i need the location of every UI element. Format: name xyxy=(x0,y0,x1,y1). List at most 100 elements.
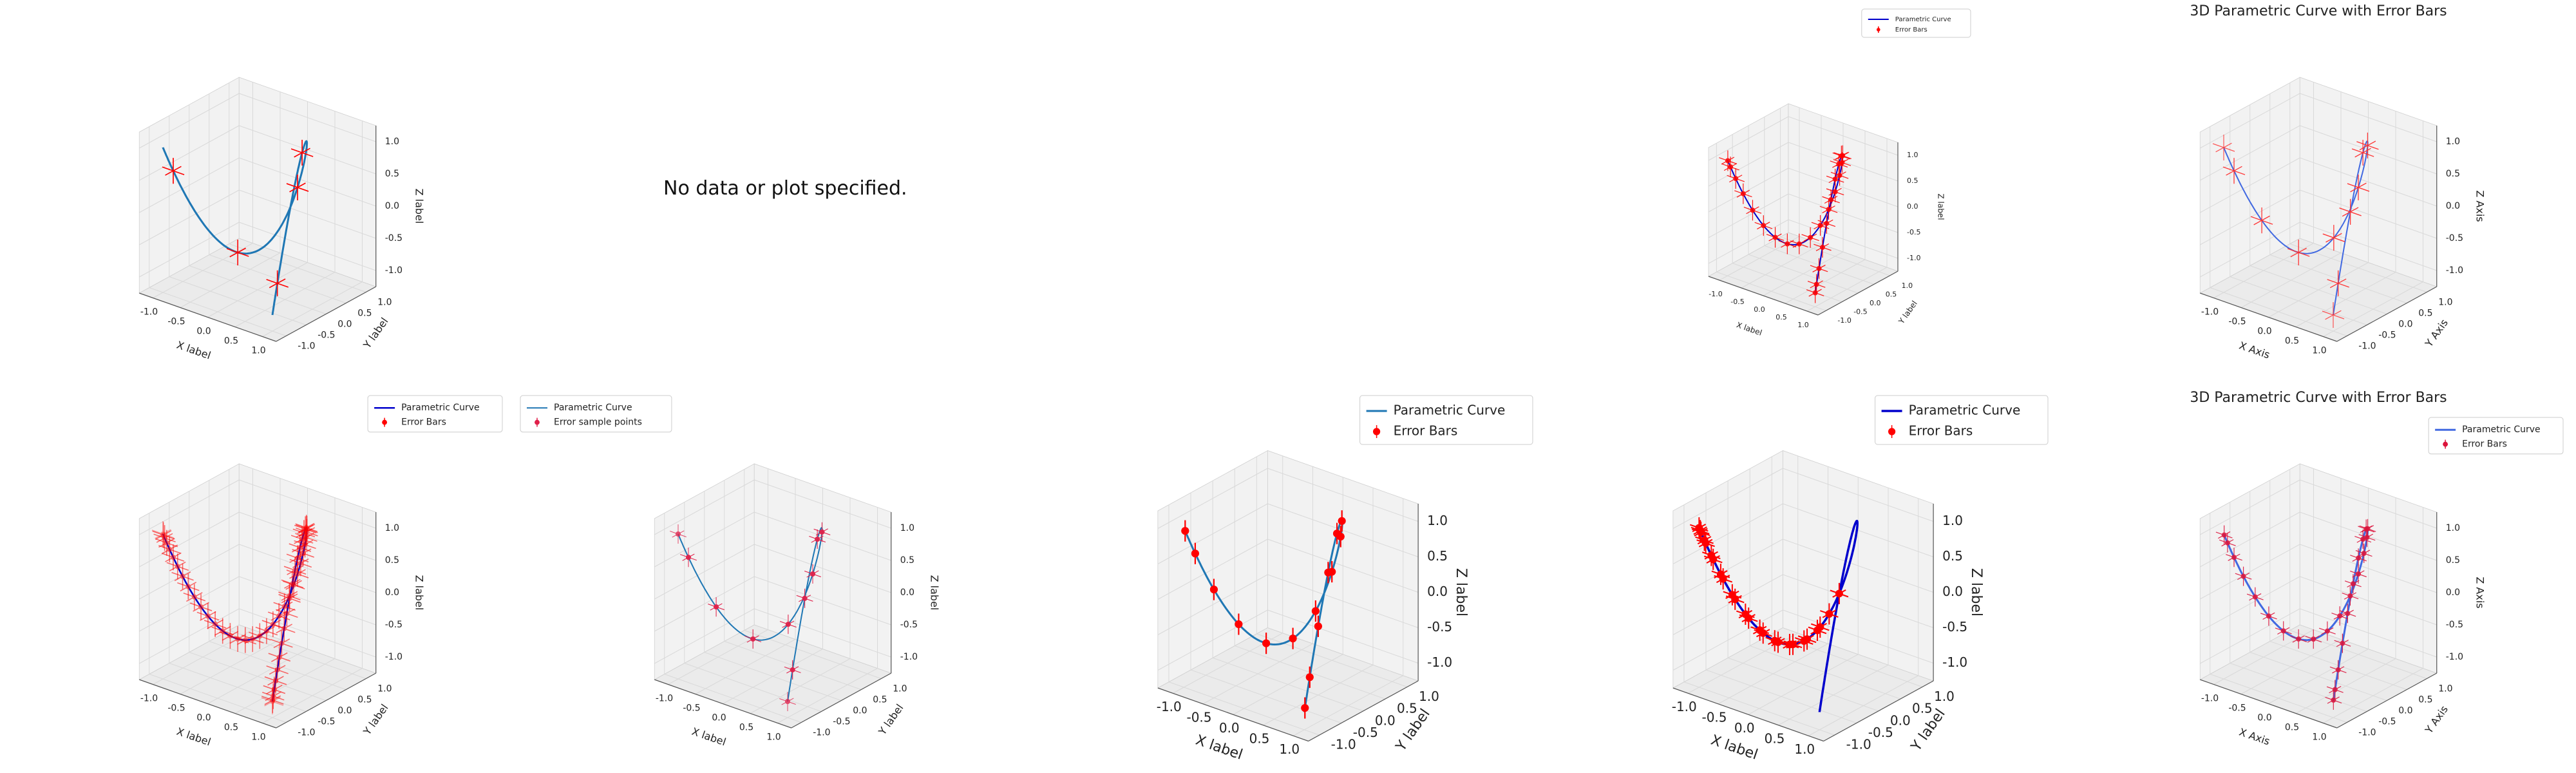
error-bar-segment xyxy=(242,635,264,644)
error-bar-segment xyxy=(264,695,281,705)
x-tick-label: 0.5 xyxy=(739,723,753,733)
error-bar-segment xyxy=(237,635,254,645)
error-bar-segment xyxy=(289,543,312,552)
error-bar-17 xyxy=(2235,566,2252,586)
error-bar-segment xyxy=(295,533,317,542)
error-marker xyxy=(1814,282,1819,287)
error-bar-22 xyxy=(2275,621,2292,641)
error-bar-segment xyxy=(267,611,290,620)
error-bar-7 xyxy=(796,588,813,608)
no-data-message: No data or plot specified. xyxy=(663,177,907,200)
error-bar-4 xyxy=(295,524,317,551)
y-tick-label: -1.0 xyxy=(298,341,315,352)
error-marker xyxy=(1740,191,1746,196)
z-tick-label: -1.0 xyxy=(385,652,402,662)
grid-line xyxy=(139,511,240,568)
x-tick-label: 0.5 xyxy=(1249,730,1270,746)
error-bar-segment xyxy=(296,524,318,533)
error-marker xyxy=(1262,639,1271,647)
error-bar-24 xyxy=(1830,582,1849,604)
error-bar-segment xyxy=(294,524,317,534)
error-bar-segment xyxy=(273,602,296,611)
error-marker xyxy=(1696,526,1705,535)
error-bar-segment xyxy=(297,524,314,534)
y-tick-label: -1.0 xyxy=(2358,341,2376,352)
error-bar-segment xyxy=(267,676,284,686)
error-marker xyxy=(289,581,295,587)
error-bar-segment xyxy=(200,611,216,621)
error-marker xyxy=(284,611,290,616)
panel-6: -1.0 -0.5 0.0 0.5 1.0 -1.0 -0.5 0.0 0.5 1.0 -1.0 -0… xyxy=(515,386,1030,773)
y-tick-label: 1.0 xyxy=(377,684,392,694)
error-bar-segment xyxy=(264,695,281,705)
error-bar-segment xyxy=(292,549,314,558)
error-bar-segment xyxy=(174,571,191,582)
y-tick-label: -0.5 xyxy=(317,717,335,727)
y-axis-line xyxy=(2336,286,2438,342)
chart-3d-3: -1.0-0.50.00.51.0-1.0-0.50.00.51.0-1.0-0… xyxy=(1708,8,1971,338)
error-bar-segment xyxy=(196,611,220,621)
grid-line xyxy=(262,282,363,337)
error-marker xyxy=(295,571,300,577)
z-tick-label: 0.0 xyxy=(1907,202,1918,211)
x-axis-line xyxy=(2200,292,2337,342)
x-tick-label: 1.0 xyxy=(2312,346,2326,356)
error-bar-16 xyxy=(2222,158,2246,184)
error-bar-segment xyxy=(278,591,301,600)
z-tick-label: -1.0 xyxy=(2446,652,2463,662)
error-marker xyxy=(301,530,307,536)
z-tick-label: 1.0 xyxy=(2446,137,2460,147)
error-marker xyxy=(1181,527,1189,535)
error-bar-13 xyxy=(1695,530,1714,551)
error-bar-81 xyxy=(166,553,189,580)
error-bar-segment xyxy=(234,635,257,645)
error-marker xyxy=(2252,594,2258,600)
grid-line xyxy=(1788,167,1899,207)
error-marker xyxy=(292,568,298,573)
error-marker xyxy=(2332,687,2338,692)
error-marker xyxy=(1785,241,1790,247)
z-axis-label: Z label xyxy=(1968,568,1984,616)
error-marker xyxy=(303,526,308,532)
error-marker xyxy=(2347,593,2353,599)
error-bar-segment xyxy=(295,523,317,532)
error-bar-segment xyxy=(289,553,306,563)
error-bar-47 xyxy=(294,531,316,558)
error-marker xyxy=(185,584,191,589)
error-bar-segment xyxy=(298,524,316,534)
error-bar-segment xyxy=(276,609,298,618)
panel-0: -1.0 -0.5 0.0 0.5 1.0 -1.0 -0.5 0.0 0.5 1.0 -1.0 -0… xyxy=(0,0,515,386)
panel-5: -1.0 -0.5 0.0 0.5 1.0 -1.0 -0.5 0.0 0.5 1.0 -1.0 -0… xyxy=(0,386,515,773)
grid-line xyxy=(654,511,755,568)
y-tick-label: 0.5 xyxy=(1912,701,1933,716)
error-bar-71 xyxy=(158,536,181,562)
z-tick-label: -0.5 xyxy=(2446,620,2463,630)
error-bar-25 xyxy=(261,689,284,714)
error-marker xyxy=(303,535,309,540)
error-bar-40 xyxy=(290,526,314,553)
error-bar-0 xyxy=(286,561,309,587)
error-bar-65 xyxy=(189,594,213,620)
grid-line xyxy=(1783,539,1934,593)
error-marker xyxy=(1812,290,1818,296)
error-bar-segment xyxy=(294,540,316,549)
error-bar-8 xyxy=(809,530,826,549)
error-bar-33 xyxy=(273,615,296,642)
error-bar-95 xyxy=(261,611,285,638)
error-bar-segment xyxy=(244,634,261,644)
error-bar-segment xyxy=(207,619,223,629)
error-bar-segment xyxy=(234,635,257,645)
error-marker xyxy=(270,699,275,704)
error-marker xyxy=(303,535,309,540)
error-bar-segment xyxy=(285,580,302,590)
error-bar-13 xyxy=(1819,199,1838,220)
error-bar-segment xyxy=(266,665,289,674)
error-bar-18 xyxy=(744,629,762,649)
error-bar-segment xyxy=(204,620,227,629)
error-bar-62 xyxy=(211,618,234,644)
error-marker xyxy=(1836,161,1842,167)
grid-line xyxy=(2249,652,2387,701)
y-tick-label: -0.5 xyxy=(317,330,335,341)
error-marker xyxy=(287,595,292,601)
error-bar-21 xyxy=(264,667,287,694)
